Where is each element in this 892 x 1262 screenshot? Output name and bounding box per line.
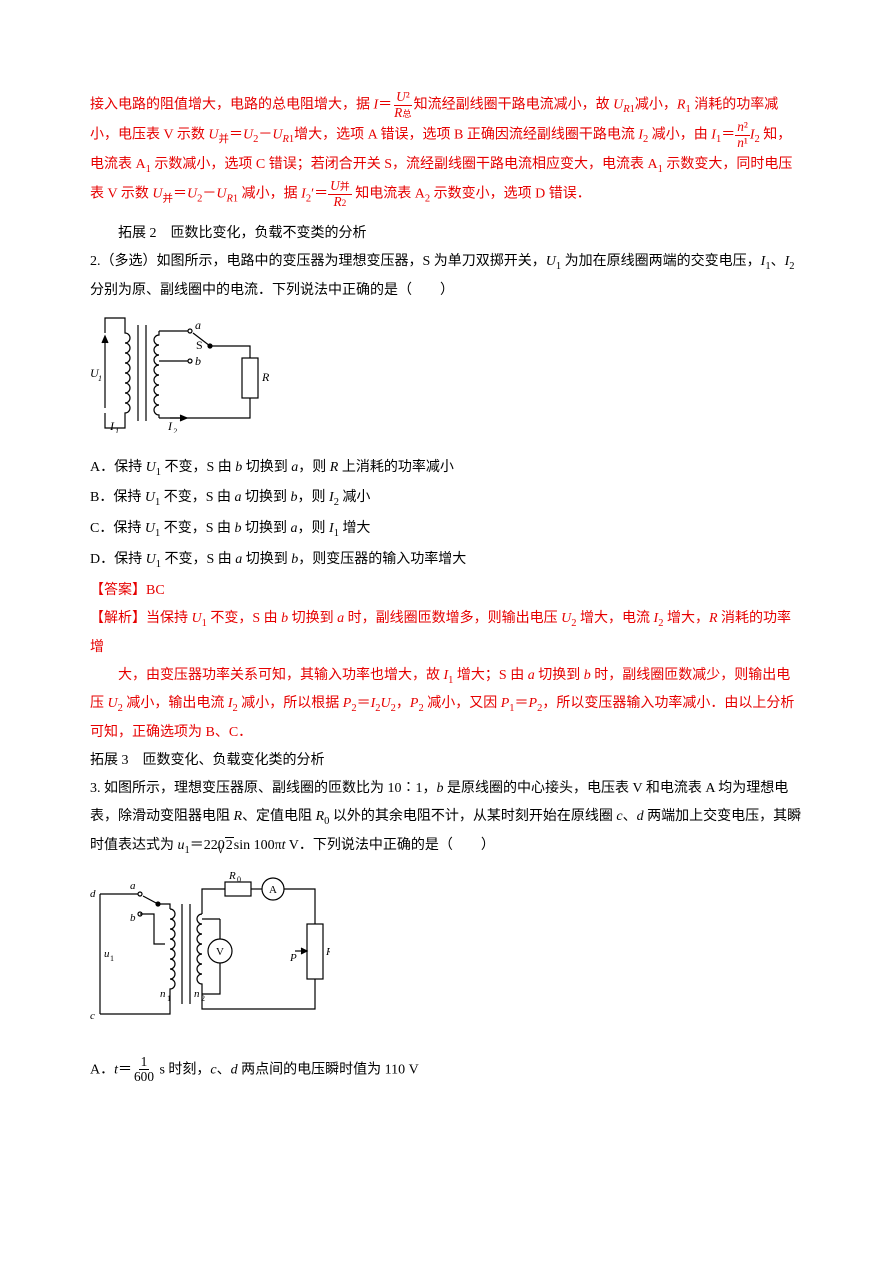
svg-text:n: n <box>194 988 200 1000</box>
t: ，则 <box>298 460 330 475</box>
q2-circuit-diagram: U1 I1 I2 a b S R <box>90 313 290 433</box>
expansion-2-title: 拓展 2 匝数比变化，负载不变类的分析 <box>90 220 802 248</box>
text: 减小，由 <box>648 128 711 143</box>
expansion-3-title: 拓展 3 匝数变化、负载变化类的分析 <box>90 747 802 775</box>
t: 切换到 <box>242 552 291 567</box>
t: A． <box>90 1062 114 1077</box>
label: 【解析】 <box>90 611 146 626</box>
t: 增大 <box>339 521 371 536</box>
svg-text:d: d <box>90 888 96 900</box>
svg-text:A: A <box>269 884 277 896</box>
ans: BC <box>146 583 165 598</box>
svg-text:1: 1 <box>115 427 119 433</box>
q2-explanation-cont: 大，由变压器功率关系可知，其输入功率也增大，故 I1 增大；S 由 a 切换到 … <box>90 662 802 748</box>
q2-option-b: B．保持 U1 不变，S 由 a 切换到 b，则 I2 减小 <box>90 484 802 513</box>
svg-text:b: b <box>195 354 201 368</box>
t: 、 <box>623 809 637 824</box>
label: 【答案】 <box>90 583 146 598</box>
t: 当保持 <box>146 611 192 626</box>
text: 知电流表 A <box>352 187 425 202</box>
t: 切换到 <box>288 611 337 626</box>
t: 时，副线圈匝数增多，则输出电压 <box>344 611 561 626</box>
t: 增大；S 由 <box>453 668 527 683</box>
t: ，则 <box>298 490 330 505</box>
t: 不变，S 由 <box>160 521 234 536</box>
text: 分别为原、副线圈中的电流．下列说法中正确的是（ ） <box>90 283 454 298</box>
q3-option-a: A．t＝1600 s 时刻，c、d 两点间的电压瞬时值为 110 V <box>90 1055 802 1085</box>
t: V．下列说法中正确的是（ ） <box>286 838 495 853</box>
svg-text:V: V <box>216 946 224 958</box>
svg-text:2: 2 <box>201 994 205 1003</box>
q2-answer: 【答案】BC <box>90 577 802 605</box>
explanation-p1: 接入电路的阻值增大，电路的总电阻增大，据 I＝U²R总知流经副线圈干路电流减小，… <box>90 90 802 210</box>
t: C．保持 <box>90 521 145 536</box>
svg-text:a: a <box>130 880 136 892</box>
t: ，则变压器的输入功率增大 <box>298 552 466 567</box>
t: 、定值电阻 <box>242 809 316 824</box>
text: 2.（多选）如图所示，电路中的变压器为理想变压器，S 为单刀双掷开关， <box>90 254 546 269</box>
svg-text:R: R <box>261 370 270 384</box>
t: 上消耗的功率减小 <box>338 460 454 475</box>
text: 增大，选项 A 错误，选项 B 正确因流经副线圈干路电流 <box>294 128 638 143</box>
t: 增大，电流 <box>577 611 654 626</box>
t: 增大， <box>663 611 709 626</box>
svg-text:b: b <box>130 912 136 924</box>
text: 示数减小，选项 C 错误；若闭合开关 S，流经副线圈干路电流相应变大，电流表 A <box>151 157 658 172</box>
text: 为加在原线圈两端的交变电压， <box>561 254 761 269</box>
t: A．保持 <box>90 460 146 475</box>
svg-text:1: 1 <box>110 954 114 963</box>
text: 接入电路的阻值增大，电路的总电阻增大，据 <box>90 97 374 112</box>
t: 不变，S 由 <box>207 611 281 626</box>
t: 切换到 <box>242 521 291 536</box>
t: 、 <box>217 1062 231 1077</box>
t: 以外的其余电阻不计，从某时刻开始在原线圈 <box>329 809 616 824</box>
svg-text:S: S <box>196 338 203 352</box>
svg-text:0: 0 <box>237 875 241 884</box>
t: 减小，输出电流 <box>123 696 228 711</box>
svg-text:2: 2 <box>173 427 177 433</box>
q2-option-a: A．保持 U1 不变，S 由 b 切换到 a，则 R 上消耗的功率减小 <box>90 454 802 483</box>
text: 减小，据 <box>238 187 301 202</box>
q2-option-c: C．保持 U1 不变，S 由 b 切换到 a，则 I1 增大 <box>90 515 802 544</box>
text: 、 <box>771 254 785 269</box>
q2-stem: 2.（多选）如图所示，电路中的变压器为理想变压器，S 为单刀双掷开关，U1 为加… <box>90 248 802 305</box>
t: ，则 <box>298 521 330 536</box>
text: 知流经副线圈干路电流减小，故 <box>414 97 614 112</box>
t: 减小，又因 <box>424 696 501 711</box>
t: D．保持 <box>90 552 146 567</box>
svg-text:1: 1 <box>98 374 102 383</box>
svg-text:c: c <box>90 1010 95 1022</box>
svg-text:P: P <box>289 952 297 964</box>
text: 示数变小，选项 D 错误． <box>430 187 591 202</box>
q2-explanation: 【解析】当保持 U1 不变，S 由 b 切换到 a 时，副线圈匝数增多，则输出电… <box>90 605 802 662</box>
t: 切换到 <box>242 460 291 475</box>
t: 不变，S 由 <box>161 552 235 567</box>
q2-option-d: D．保持 U1 不变，S 由 a 切换到 b，则变压器的输入功率增大 <box>90 546 802 575</box>
t: 不变，S 由 <box>161 460 235 475</box>
svg-text:R: R <box>325 946 330 958</box>
t: ＝ <box>118 1062 132 1077</box>
t: 大，由变压器功率关系可知，其输入功率也增大，故 <box>118 668 444 683</box>
t: 切换到 <box>535 668 584 683</box>
t: sin 100π <box>234 838 282 853</box>
t: s 时刻， <box>156 1062 210 1077</box>
t: 3. 如图所示，理想变压器原、副线圈的匝数比为 10∶1， <box>90 781 437 796</box>
text: 减小， <box>635 97 677 112</box>
t: ， <box>396 696 410 711</box>
t: B．保持 <box>90 490 145 505</box>
q3-circuit-diagram: d a b c u1 n1 n2 R0 A V R P <box>90 869 330 1034</box>
svg-text:R: R <box>228 870 236 882</box>
t: 不变，S 由 <box>160 490 234 505</box>
t: 减小，所以根据 <box>238 696 343 711</box>
svg-text:n: n <box>160 988 166 1000</box>
svg-text:1: 1 <box>167 994 171 1003</box>
q3-stem: 3. 如图所示，理想变压器原、副线圈的匝数比为 10∶1，b 是原线圈的中心接头… <box>90 775 802 861</box>
t: 两点间的电压瞬时值为 110 V <box>238 1062 419 1077</box>
svg-text:a: a <box>195 318 201 332</box>
t: 减小 <box>339 490 371 505</box>
t: 切换到 <box>242 490 291 505</box>
